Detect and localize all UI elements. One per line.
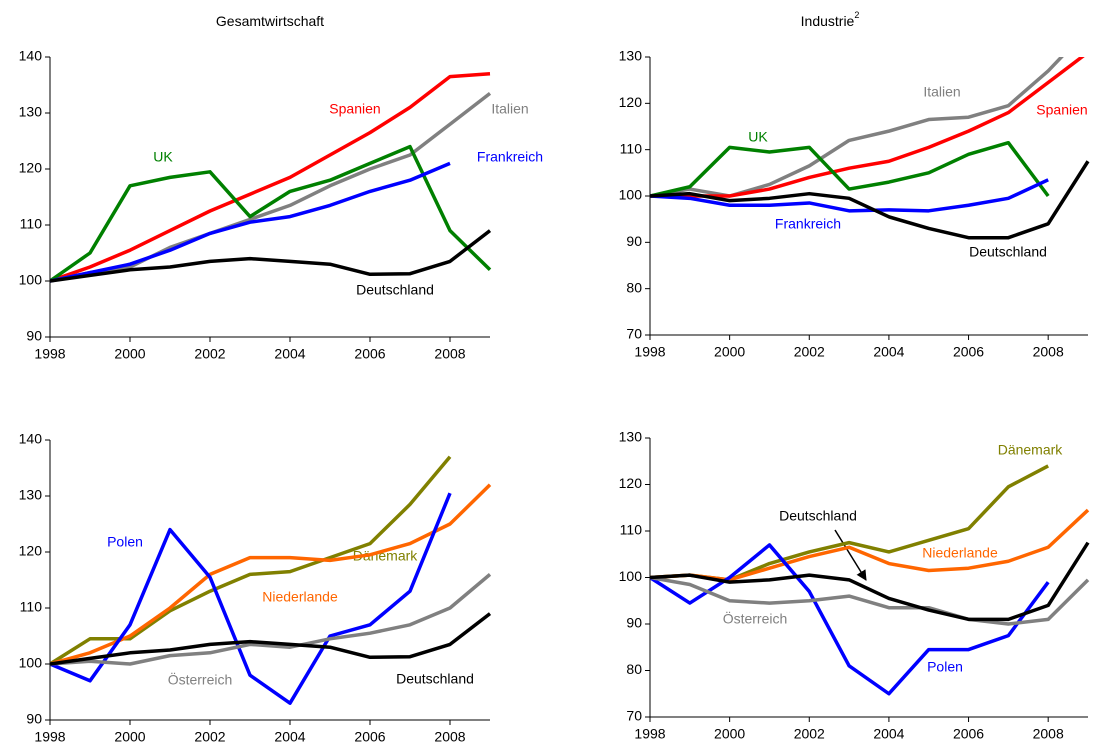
chart-title: Gesamtwirtschaft: [216, 13, 324, 29]
y-tick-label: 80: [626, 279, 642, 295]
y-tick-label: 130: [19, 487, 43, 503]
y-tick-label: 100: [619, 187, 643, 203]
series-label: Deutschland: [356, 282, 434, 298]
series-label: Italien: [491, 101, 528, 117]
y-tick-label: 100: [19, 655, 43, 671]
series-label: Dänemark: [353, 548, 419, 564]
series-label: Österreich: [168, 671, 233, 688]
series-line: [650, 543, 1050, 696]
x-tick-label: 2002: [794, 344, 825, 360]
x-tick-label: 2006: [953, 344, 984, 360]
x-tick-label: 1998: [34, 729, 65, 745]
series-label: Polen: [927, 659, 963, 675]
y-tick-label: 120: [619, 94, 643, 110]
chart-title-superscript: 2: [854, 10, 859, 20]
series-label: Niederlande: [262, 589, 338, 605]
y-tick-label: 110: [20, 599, 43, 615]
x-tick-label: 2000: [114, 729, 145, 745]
y-tick-label: 130: [619, 48, 643, 64]
chart-title-text: Industrie: [801, 13, 855, 29]
y-tick-label: 80: [626, 661, 642, 677]
x-tick-label: 1998: [634, 344, 665, 360]
x-tick-label: 2008: [1033, 344, 1064, 360]
series-line: [650, 178, 1049, 213]
y-tick-label: 140: [19, 431, 43, 447]
x-tick-label: 2008: [434, 729, 465, 745]
y-tick-label: 90: [26, 711, 42, 727]
series-line: [50, 144, 492, 283]
series-label: Frankreich: [477, 149, 543, 165]
annotation-arrow: [834, 529, 867, 581]
x-tick-label: 2000: [714, 726, 745, 742]
x-tick-label: 2006: [953, 726, 984, 742]
y-tick-label: 140: [19, 48, 43, 64]
chart-title: Industrie2: [801, 10, 860, 28]
x-tick-label: 2006: [354, 729, 385, 745]
y-tick-label: 90: [626, 615, 642, 631]
series-line: [50, 573, 492, 666]
x-tick-label: 2004: [873, 726, 904, 742]
y-tick-label: 120: [619, 475, 643, 491]
y-tick-label: 120: [19, 543, 43, 559]
y-tick-label: 110: [620, 140, 643, 156]
series-label: Dänemark: [998, 442, 1064, 458]
y-tick-label: 110: [20, 216, 43, 232]
series-label: Spanien: [1036, 102, 1087, 118]
x-tick-label: 2002: [194, 729, 225, 745]
series-line: [50, 455, 452, 666]
x-tick-label: 1998: [634, 726, 665, 742]
series-label: Niederlande: [922, 545, 998, 561]
y-tick-label: 70: [626, 326, 642, 342]
series-line: [50, 92, 492, 283]
y-tick-label: 90: [26, 328, 42, 344]
series-line: [50, 161, 451, 283]
y-tick-label: 130: [619, 429, 643, 445]
series-label: Österreich: [723, 610, 788, 627]
series-line: [650, 140, 1050, 198]
y-tick-label: 130: [19, 104, 43, 120]
series-label: Frankreich: [775, 216, 841, 232]
x-tick-label: 1998: [34, 346, 65, 362]
series-line: [650, 508, 1090, 582]
x-tick-label: 2004: [873, 344, 904, 360]
series-line: [50, 612, 492, 666]
series-label: UK: [153, 149, 173, 165]
series-line: [50, 483, 492, 666]
series-label: UK: [748, 129, 768, 145]
x-tick-label: 2000: [714, 344, 745, 360]
series-line: [50, 229, 492, 283]
y-tick-label: 100: [619, 568, 643, 584]
series-label: Italien: [923, 84, 960, 100]
x-tick-label: 2006: [354, 346, 385, 362]
series-line: [650, 57, 1085, 198]
series-line: [50, 72, 491, 283]
y-tick-label: 70: [626, 708, 642, 724]
series-line: [50, 492, 452, 705]
x-tick-label: 2004: [274, 729, 305, 745]
x-tick-label: 2004: [274, 346, 305, 362]
series-line: [650, 575, 1090, 626]
y-tick-label: 100: [19, 272, 43, 288]
x-tick-label: 2002: [794, 726, 825, 742]
x-tick-label: 2008: [434, 346, 465, 362]
series-line: [650, 57, 1064, 198]
series-label: Spanien: [329, 101, 380, 117]
series-label: Polen: [107, 534, 143, 550]
y-tick-label: 120: [19, 160, 43, 176]
series-line: [650, 160, 1090, 240]
y-tick-label: 110: [620, 522, 643, 538]
y-tick-label: 90: [626, 233, 642, 249]
series-label: Deutschland: [969, 244, 1047, 260]
x-tick-label: 2000: [114, 346, 145, 362]
series-label: Deutschland: [779, 508, 857, 524]
x-tick-label: 2008: [1033, 726, 1064, 742]
series-line: [650, 541, 1090, 622]
series-label: Deutschland: [396, 671, 474, 687]
chart-title-text: Gesamtwirtschaft: [216, 13, 324, 29]
x-tick-label: 2002: [194, 346, 225, 362]
